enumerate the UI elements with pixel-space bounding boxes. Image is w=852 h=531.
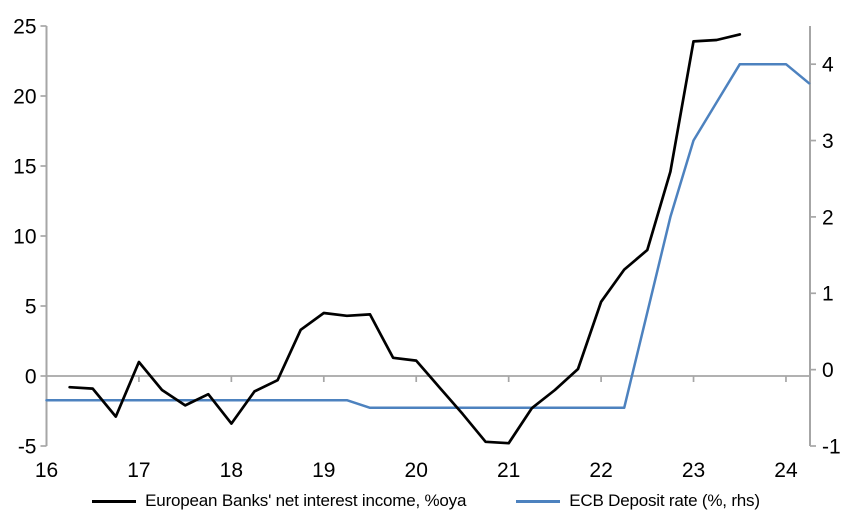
x-axis: 16 17 18 19 20 21 22 23 24 xyxy=(35,375,810,482)
net-interest-income-line xyxy=(68,33,742,445)
x-tick-label: 17 xyxy=(127,459,150,482)
right-axis-tick-label: 3 xyxy=(822,130,834,153)
net-interest-income-legend-label: European Banks' net interest income, %oy… xyxy=(145,491,467,510)
left-axis-tick-label: 25 xyxy=(13,15,36,38)
x-tick-label: 24 xyxy=(774,459,798,482)
ecb-deposit-rate-line-swatch xyxy=(516,499,561,503)
right-axis-tick-label: 4 xyxy=(822,54,834,77)
left-axis-tick-label: 10 xyxy=(13,225,36,248)
right-axis-tick-label: 0 xyxy=(822,359,834,382)
x-tick-label: 18 xyxy=(220,459,243,482)
left-axis-tick-label: 5 xyxy=(25,295,37,318)
right-y-axis: 4 3 2 1 0 -1 xyxy=(809,26,841,458)
left-axis-tick-label: 15 xyxy=(13,155,36,178)
left-axis-tick-label: 0 xyxy=(25,365,37,388)
left-axis-tick-label: -5 xyxy=(18,435,37,458)
net-interest-income-line-swatch xyxy=(92,499,137,503)
left-axis-tick-label: 20 xyxy=(13,85,36,108)
legend-item-ecb-deposit-rate: ECB Deposit rate (%, rhs) xyxy=(516,491,760,511)
left-y-axis: 25 20 15 10 5 0 -5 xyxy=(13,15,48,458)
x-tick-label: 20 xyxy=(405,459,428,482)
x-tick-label: 21 xyxy=(497,459,520,482)
x-tick-label: 16 xyxy=(35,459,58,482)
x-tick-label: 22 xyxy=(589,459,612,482)
x-tick-label: 23 xyxy=(682,459,705,482)
right-axis-tick-label: 2 xyxy=(822,206,834,229)
legend: European Banks' net interest income, %oy… xyxy=(0,491,852,511)
right-axis-tick-label: 1 xyxy=(822,283,834,306)
ecb-deposit-rate-line xyxy=(45,62,811,410)
right-axis-tick-label: -1 xyxy=(822,435,841,458)
x-tick-label: 19 xyxy=(312,459,335,482)
plot-series xyxy=(45,33,811,445)
ecb-deposit-rate-legend-label: ECB Deposit rate (%, rhs) xyxy=(569,491,760,510)
legend-item-net-interest-income: European Banks' net interest income, %oy… xyxy=(92,491,466,511)
